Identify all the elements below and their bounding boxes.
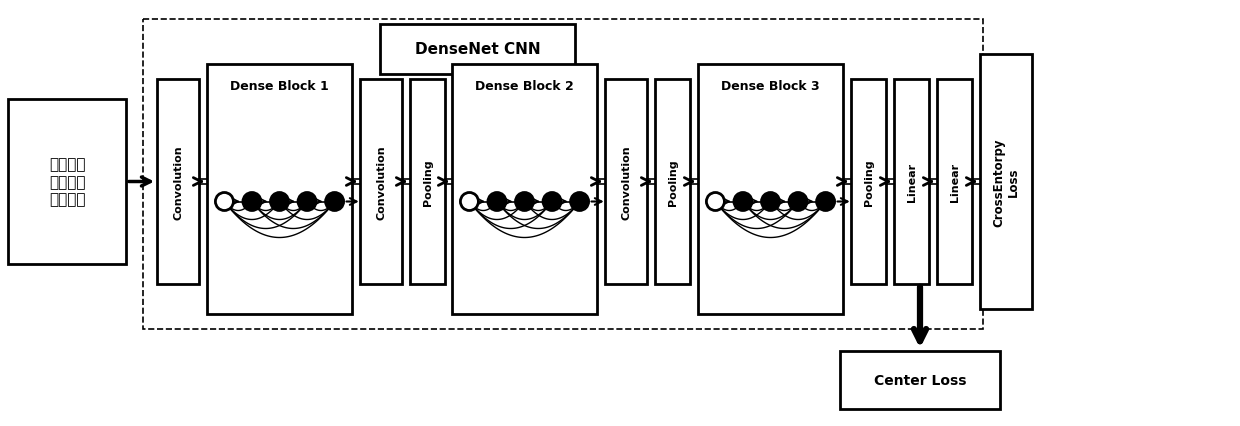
Circle shape xyxy=(489,193,506,211)
Circle shape xyxy=(298,193,316,211)
Bar xyxy=(379,25,575,75)
Bar xyxy=(143,20,983,329)
Bar xyxy=(360,80,402,284)
Bar xyxy=(453,65,596,314)
Circle shape xyxy=(570,193,589,211)
Text: Dense Block 2: Dense Block 2 xyxy=(475,81,574,93)
Bar xyxy=(839,351,999,409)
Bar xyxy=(605,80,647,284)
Text: Center Loss: Center Loss xyxy=(874,373,966,387)
Text: Linear: Linear xyxy=(906,163,916,201)
Bar xyxy=(157,80,198,284)
Text: Pooling: Pooling xyxy=(863,159,873,205)
Circle shape xyxy=(326,193,343,211)
Text: Linear: Linear xyxy=(950,163,960,201)
Circle shape xyxy=(817,193,835,211)
Text: CrossEntorpy
Loss: CrossEntorpy Loss xyxy=(992,138,1021,226)
Circle shape xyxy=(734,193,751,211)
Bar xyxy=(851,80,887,284)
Text: Convolution: Convolution xyxy=(376,145,386,219)
Text: Convolution: Convolution xyxy=(621,145,631,219)
Bar xyxy=(7,100,126,265)
Circle shape xyxy=(543,193,560,211)
Text: Dense Block 1: Dense Block 1 xyxy=(231,81,329,93)
Circle shape xyxy=(516,193,533,211)
Bar xyxy=(207,65,352,314)
Bar xyxy=(698,65,843,314)
Circle shape xyxy=(761,193,780,211)
Circle shape xyxy=(707,193,724,211)
Circle shape xyxy=(460,193,479,211)
Text: 基因矩阵
及其训练
标签样本: 基因矩阵 及其训练 标签样本 xyxy=(48,157,86,207)
Text: Pooling: Pooling xyxy=(667,159,677,205)
Text: DenseNet CNN: DenseNet CNN xyxy=(414,43,541,58)
Bar xyxy=(655,80,689,284)
Circle shape xyxy=(789,193,807,211)
Bar xyxy=(894,80,929,284)
Bar xyxy=(410,80,445,284)
Text: Convolution: Convolution xyxy=(174,145,184,219)
Bar xyxy=(980,55,1032,309)
Circle shape xyxy=(216,193,233,211)
Circle shape xyxy=(243,193,260,211)
Circle shape xyxy=(270,193,289,211)
Text: Dense Block 3: Dense Block 3 xyxy=(722,81,820,93)
Bar xyxy=(937,80,972,284)
Text: Pooling: Pooling xyxy=(423,159,433,205)
